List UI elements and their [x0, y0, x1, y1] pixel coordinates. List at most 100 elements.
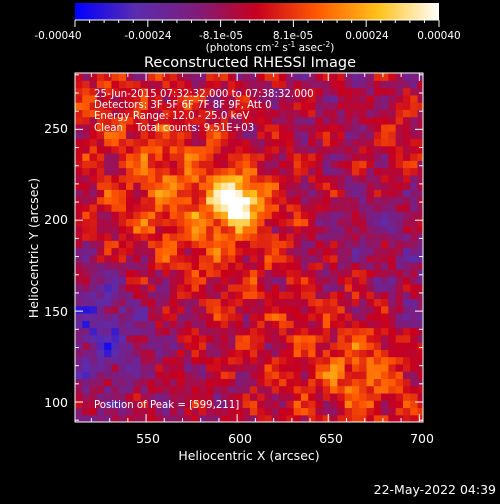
image-pixel — [147, 247, 156, 256]
image-pixel — [359, 240, 368, 249]
image-pixel — [133, 145, 142, 154]
image-pixel — [191, 356, 200, 365]
image-pixel — [264, 312, 273, 321]
image-pixel — [410, 73, 419, 81]
image-pixel — [286, 160, 295, 169]
image-pixel — [271, 414, 280, 422]
image-pixel — [395, 167, 404, 176]
image-pixel — [410, 152, 419, 161]
image-pixel — [410, 182, 419, 190]
image-pixel — [264, 160, 273, 169]
image-pixel — [388, 240, 397, 249]
image-pixel — [366, 109, 375, 118]
image-pixel — [300, 291, 309, 299]
image-pixel — [96, 392, 105, 401]
image-pixel — [235, 291, 244, 299]
image-pixel — [126, 363, 134, 372]
image-pixel — [162, 254, 171, 263]
image-pixel — [118, 218, 127, 227]
image-pixel — [155, 196, 164, 205]
image-pixel — [96, 342, 105, 350]
image-pixel — [381, 371, 389, 379]
image-pixel — [213, 196, 222, 205]
image-pixel — [177, 363, 185, 372]
image-pixel — [177, 138, 185, 147]
image-pixel — [417, 145, 423, 154]
image-pixel — [410, 262, 419, 270]
image-pixel — [162, 203, 171, 212]
image-pixel — [177, 342, 185, 350]
image-pixel — [395, 116, 404, 125]
image-pixel — [271, 276, 280, 285]
image-pixel — [235, 385, 244, 394]
image-pixel — [417, 327, 423, 336]
image-pixel — [293, 283, 302, 292]
image-pixel — [198, 167, 207, 176]
image-pixel — [286, 182, 295, 190]
image-pixel — [169, 349, 178, 358]
image-pixel — [198, 123, 207, 132]
image-pixel — [220, 254, 229, 263]
image-pixel — [271, 407, 280, 416]
image-pixel — [388, 378, 397, 387]
image-pixel — [322, 334, 331, 343]
image-pixel — [330, 232, 338, 241]
image-pixel — [417, 363, 423, 372]
image-pixel — [89, 218, 98, 227]
image-pixel — [96, 109, 105, 118]
image-pixel — [381, 116, 389, 125]
image-pixel — [410, 414, 419, 422]
image-pixel — [198, 109, 207, 118]
colorbar-units: (photons cm-2 s-1 asec-2) — [206, 40, 335, 54]
image-pixel — [410, 232, 419, 241]
image-pixel — [198, 240, 207, 249]
image-pixel — [286, 218, 295, 227]
image-pixel — [366, 320, 375, 329]
image-pixel — [315, 320, 324, 329]
image-pixel — [279, 94, 287, 103]
image-pixel — [242, 131, 251, 140]
image-pixel — [184, 240, 193, 249]
image-pixel — [177, 218, 185, 227]
image-pixel — [257, 291, 266, 299]
image-pixel — [330, 363, 338, 372]
image-pixel — [279, 182, 287, 190]
image-pixel — [381, 407, 389, 416]
image-pixel — [300, 174, 309, 183]
image-pixel — [381, 138, 389, 147]
image-pixel — [249, 414, 258, 422]
image-pixel — [359, 131, 368, 140]
image-pixel — [337, 94, 346, 103]
image-pixel — [133, 152, 142, 161]
image-pixel — [410, 291, 419, 299]
image-pixel — [235, 225, 244, 234]
image-pixel — [402, 189, 411, 198]
image-pixel — [169, 189, 178, 198]
image-pixel — [75, 116, 83, 125]
image-pixel — [279, 145, 287, 154]
image-pixel — [373, 414, 382, 422]
image-pixel — [322, 87, 331, 96]
image-pixel — [235, 276, 244, 285]
image-pixel — [96, 211, 105, 220]
image-pixel — [293, 87, 302, 96]
image-pixel — [118, 102, 127, 110]
image-pixel — [228, 174, 236, 183]
image-pixel — [410, 145, 419, 154]
image-pixel — [235, 152, 244, 161]
image-pixel — [147, 283, 156, 292]
image-pixel — [147, 225, 156, 234]
image-pixel — [206, 94, 215, 103]
image-pixel — [388, 320, 397, 329]
image-pixel — [82, 298, 91, 307]
image-pixel — [228, 363, 236, 372]
image-pixel — [366, 262, 375, 270]
image-pixel — [126, 276, 134, 285]
image-pixel — [344, 247, 353, 256]
time-range-label: 25-Jun-2015 07:32:32.000 to 07:38:32.000 — [94, 89, 314, 100]
image-pixel — [133, 109, 142, 118]
image-pixel — [191, 276, 200, 285]
image-pixel — [308, 232, 317, 241]
image-pixel — [257, 73, 266, 81]
image-pixel — [271, 342, 280, 350]
